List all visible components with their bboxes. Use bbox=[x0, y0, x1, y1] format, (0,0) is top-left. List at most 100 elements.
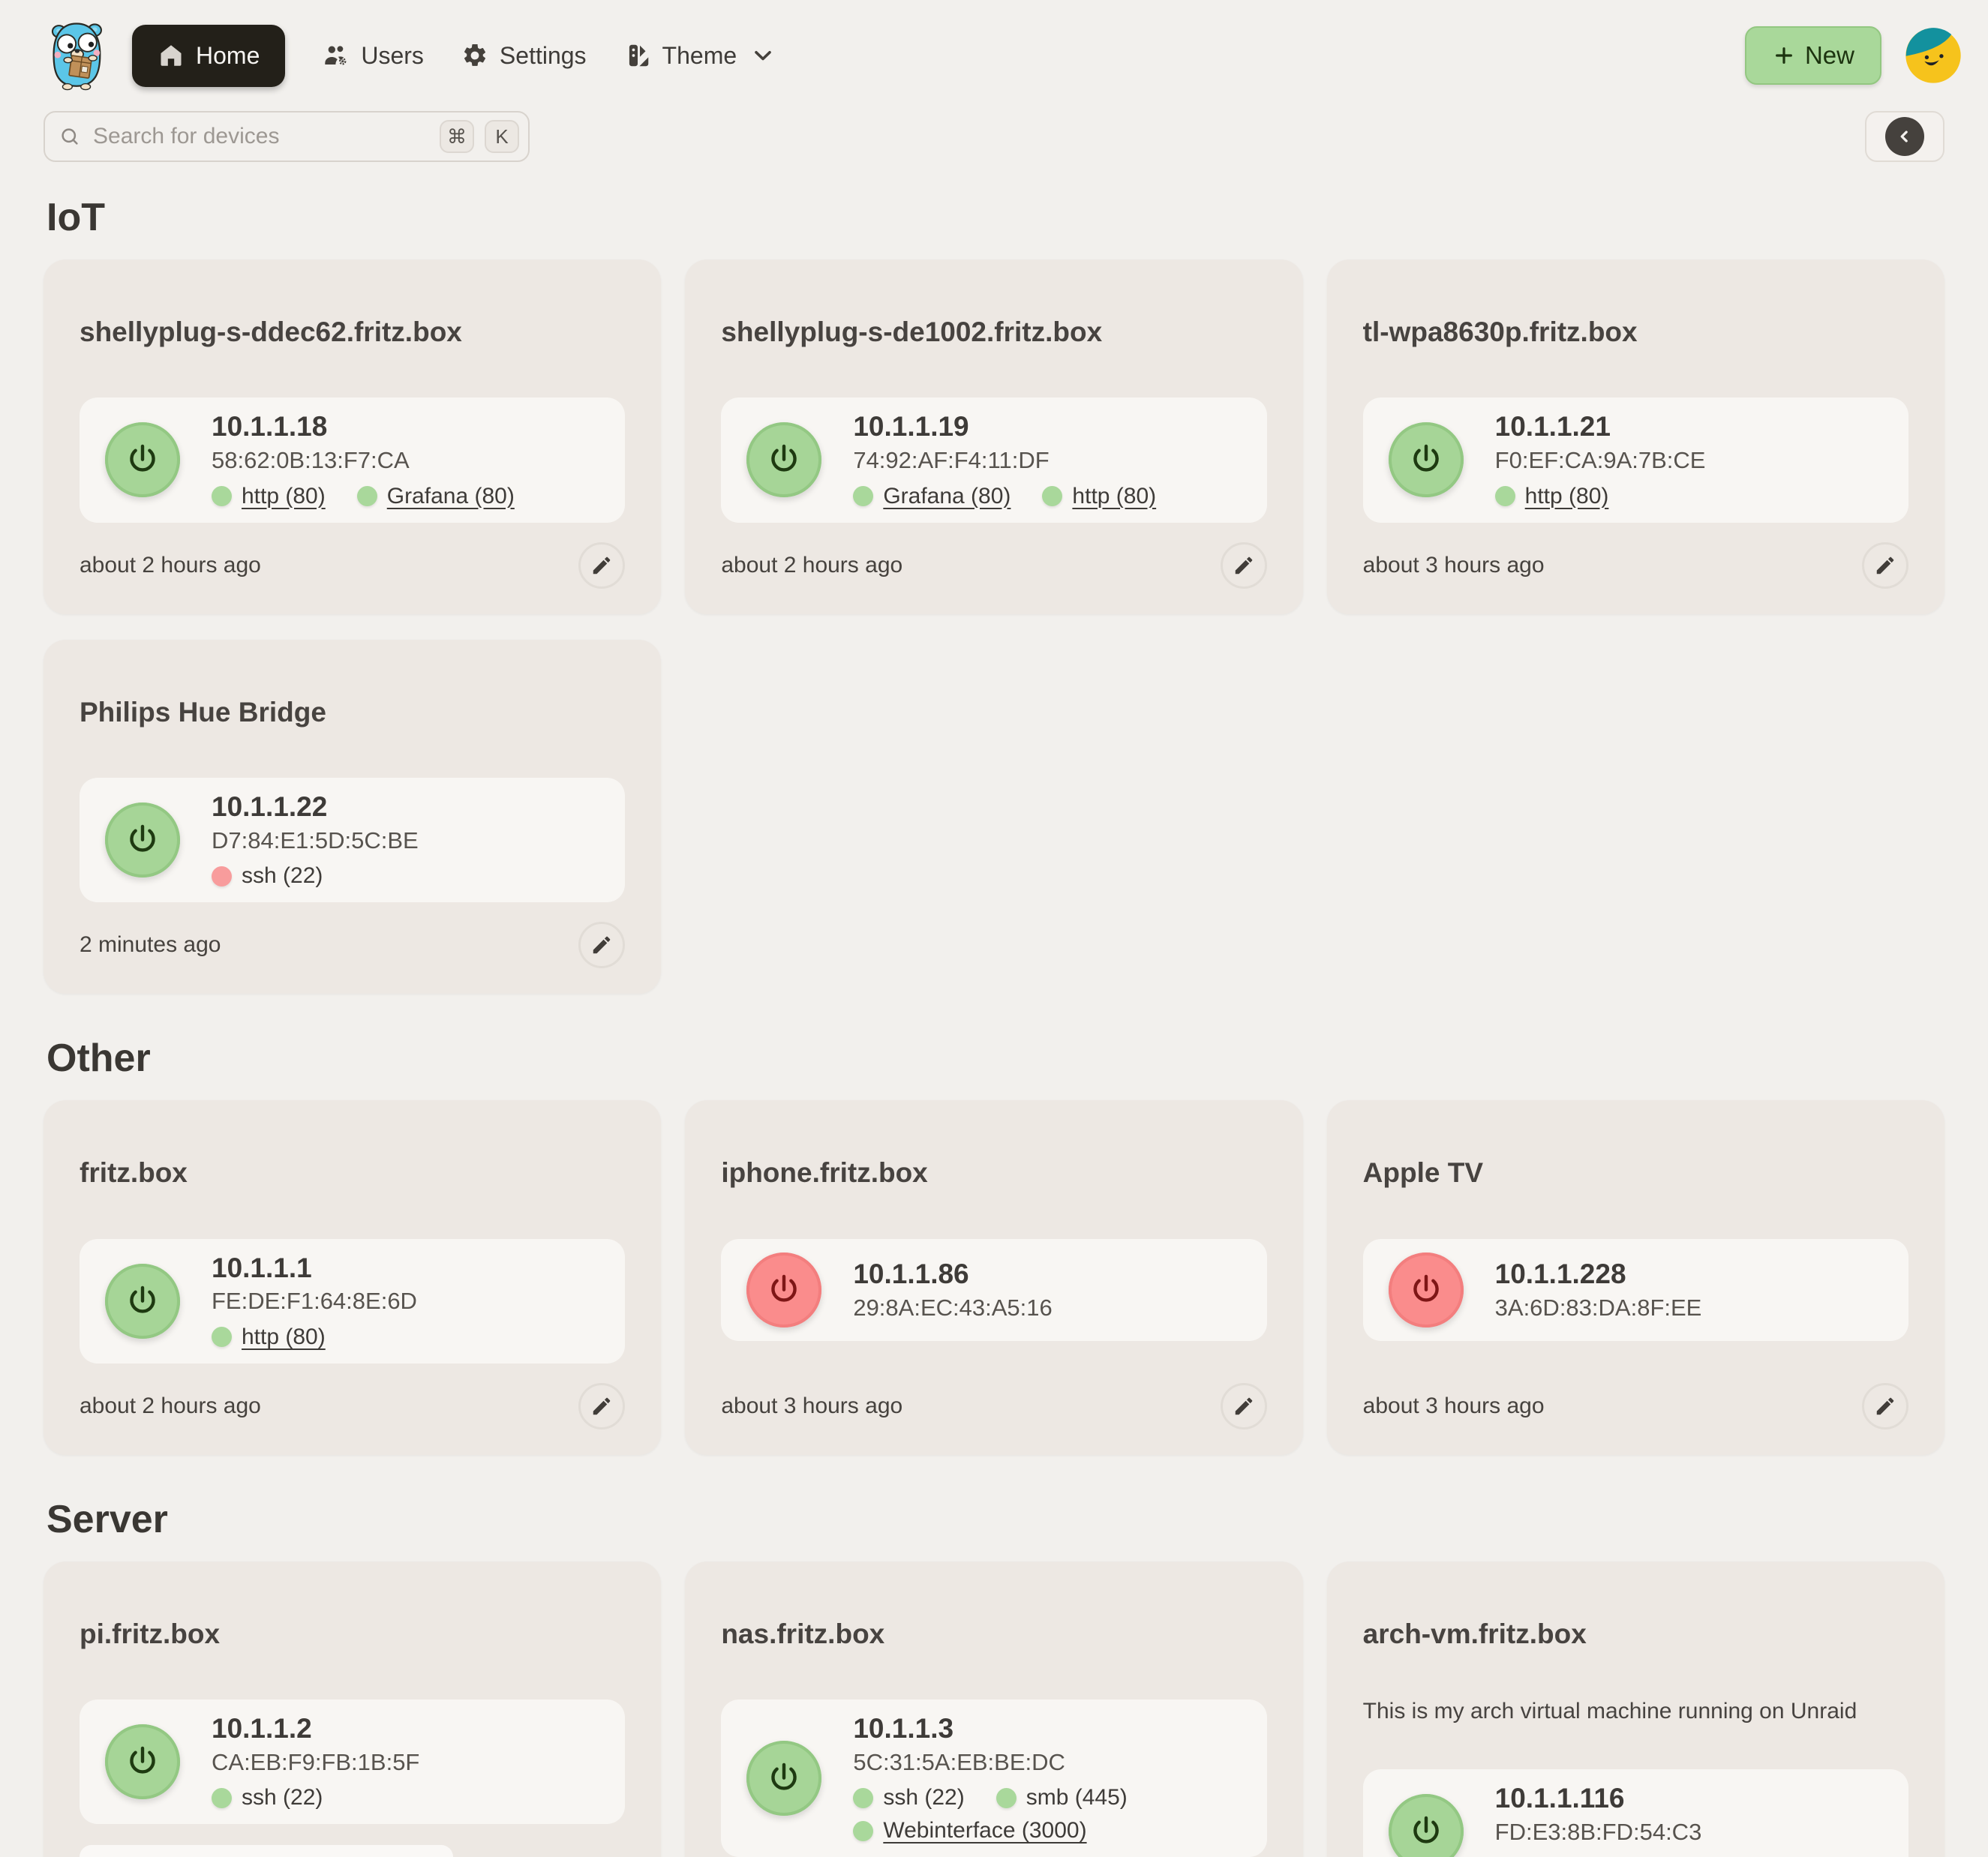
device-card: iphone.fritz.box 10.1.1.86 29:8A:EC:43:A5:… bbox=[685, 1100, 1303, 1455]
card-footer: about 3 hours ago bbox=[1363, 523, 1908, 589]
device-info: 10.1.1.1 FE:DE:F1:64:8E:6D http (80) bbox=[212, 1252, 417, 1350]
device-name: pi.fritz.box bbox=[80, 1618, 221, 1649]
new-button[interactable]: New bbox=[1744, 26, 1881, 85]
port-list: http (80) bbox=[1494, 484, 1706, 509]
new-button-label: New bbox=[1804, 41, 1854, 69]
search-input[interactable] bbox=[92, 123, 429, 150]
device-card: fritz.box 10.1.1.1 FE:DE:F1:64:8E:6D http (… bbox=[44, 1100, 662, 1455]
port-list: http (80) Grafana (80) bbox=[212, 484, 515, 509]
sidebar-collapse-button[interactable] bbox=[1865, 111, 1944, 162]
port-list: Grafana (80) http (80) bbox=[853, 484, 1156, 509]
port-list: http (80) bbox=[212, 1324, 417, 1350]
search-row: ⌘ K bbox=[0, 100, 1988, 162]
port-list: ssh (22) smb (445) Webinterface (3000) bbox=[853, 1785, 1241, 1844]
port-label: Webinterface (3000) bbox=[883, 1818, 1087, 1844]
card-actions bbox=[578, 922, 626, 969]
power-button[interactable] bbox=[746, 422, 822, 498]
device-panel: 10.1.1.1 FE:DE:F1:64:8E:6D http (80) bbox=[80, 1238, 626, 1364]
port-link[interactable]: http (80) bbox=[212, 484, 326, 509]
power-button[interactable] bbox=[746, 1252, 822, 1328]
device-name: nas.fritz.box bbox=[721, 1618, 885, 1649]
edit-button[interactable] bbox=[1220, 1382, 1267, 1430]
power-button[interactable] bbox=[105, 1724, 180, 1800]
section-iot: IoT shellyplug-s-ddec62.fritz.box 10.1.1.1… bbox=[44, 195, 1944, 994]
password-badge: Password bbox=[80, 1845, 453, 1857]
edit-button[interactable] bbox=[1220, 542, 1267, 589]
device-panel: 10.1.1.21 F0:EF:CA:9A:7B:CE http (80) bbox=[1362, 398, 1908, 523]
header-right: New bbox=[1744, 26, 1962, 85]
edit-button[interactable] bbox=[578, 922, 626, 969]
device-card: pi.fritz.box 10.1.1.2 CA:EB:F9:FB:1B:5F ssh… bbox=[44, 1561, 662, 1857]
device-card: Apple TV 10.1.1.228 3A:6D:83:DA:8F:EE about… bbox=[1326, 1100, 1944, 1455]
last-seen: about 2 hours ago bbox=[80, 552, 261, 578]
device-mac: 58:62:0B:13:F7:CA bbox=[212, 446, 410, 473]
device-info: 10.1.1.18 58:62:0B:13:F7:CA http (80) Grafa… bbox=[212, 411, 515, 508]
port-status: ssh (22) bbox=[212, 1785, 323, 1810]
last-seen: about 2 hours ago bbox=[80, 1393, 261, 1418]
port-label: http (80) bbox=[242, 483, 326, 508]
device-name: Philips Hue Bridge bbox=[80, 696, 326, 728]
power-button[interactable] bbox=[746, 1741, 822, 1816]
section-server: Server pi.fritz.box 10.1.1.2 CA:EB:F9:FB:1B… bbox=[44, 1497, 1944, 1857]
edit-button[interactable] bbox=[1861, 1382, 1908, 1430]
port-link[interactable]: http (80) bbox=[1494, 484, 1608, 509]
port-status-dot bbox=[853, 1787, 874, 1808]
section-title: IoT bbox=[47, 196, 105, 239]
port-label: smb (445) bbox=[1026, 1785, 1128, 1810]
power-button[interactable] bbox=[1388, 1252, 1464, 1328]
device-info: 10.1.1.21 F0:EF:CA:9A:7B:CE http (80) bbox=[1494, 411, 1706, 509]
port-status-dot bbox=[1042, 486, 1063, 507]
device-ip: 10.1.1.19 bbox=[853, 411, 969, 442]
card-actions bbox=[578, 1382, 626, 1430]
edit-button[interactable] bbox=[578, 1382, 626, 1430]
avatar[interactable] bbox=[1904, 26, 1962, 85]
port-link[interactable]: http (80) bbox=[1042, 484, 1156, 509]
nav-item-settings[interactable]: Settings bbox=[461, 42, 587, 70]
device-mac: F0:EF:CA:9A:7B:CE bbox=[1494, 446, 1706, 473]
port-list: ssh (22) bbox=[212, 1785, 419, 1810]
device-ip: 10.1.1.86 bbox=[853, 1258, 969, 1289]
power-button[interactable] bbox=[1388, 422, 1464, 498]
device-grid: fritz.box 10.1.1.1 FE:DE:F1:64:8E:6D http (… bbox=[44, 1100, 1944, 1455]
device-panel: 10.1.1.2 CA:EB:F9:FB:1B:5F ssh (22) bbox=[80, 1700, 626, 1825]
device-mac: CA:EB:F9:FB:1B:5F bbox=[212, 1748, 420, 1775]
port-link[interactable]: Grafana (80) bbox=[853, 484, 1011, 509]
edit-button[interactable] bbox=[1861, 542, 1908, 589]
device-panel: 10.1.1.228 3A:6D:83:DA:8F:EE bbox=[1362, 1238, 1908, 1341]
device-panel: 10.1.1.86 29:8A:EC:43:A5:16 bbox=[721, 1238, 1267, 1341]
section-title: Other bbox=[47, 1036, 151, 1081]
device-ip: 10.1.1.21 bbox=[1494, 411, 1611, 442]
port-link[interactable]: Webinterface (3000) bbox=[853, 1818, 1087, 1844]
nav-item-label: Home bbox=[196, 41, 260, 69]
search-icon bbox=[59, 125, 81, 148]
nav-item-theme[interactable]: Theme bbox=[624, 42, 777, 70]
port-label: ssh (22) bbox=[883, 1785, 965, 1810]
power-button[interactable] bbox=[105, 802, 180, 878]
device-card: arch-vm.fritz.box This is my arch virtual… bbox=[1326, 1561, 1944, 1857]
port-link[interactable]: http (80) bbox=[212, 1324, 326, 1350]
device-sections: IoT shellyplug-s-ddec62.fritz.box 10.1.1.1… bbox=[0, 195, 1988, 1857]
port-link[interactable]: Grafana (80) bbox=[356, 484, 515, 509]
card-actions bbox=[1220, 1382, 1267, 1430]
section-title: Server bbox=[47, 1497, 168, 1541]
device-info: 10.1.1.116 FD:E3:8B:FD:54:C3 ssh (22) bbox=[1495, 1783, 1702, 1857]
power-button[interactable] bbox=[1388, 1794, 1464, 1857]
power-button[interactable] bbox=[105, 1263, 180, 1339]
card-footer: about 2 hours ago bbox=[80, 523, 626, 589]
device-mac: FD:E3:8B:FD:54:C3 bbox=[1494, 1818, 1702, 1845]
port-label: ssh (22) bbox=[242, 863, 323, 889]
nav-item-users[interactable]: Users bbox=[323, 42, 424, 70]
device-info: 10.1.1.228 3A:6D:83:DA:8F:EE bbox=[1495, 1258, 1702, 1321]
device-name: Apple TV bbox=[1362, 1157, 1483, 1189]
port-status: ssh (22) bbox=[853, 1785, 965, 1810]
device-card: nas.fritz.box 10.1.1.3 5C:31:5A:EB:BE:DC ss… bbox=[685, 1561, 1303, 1857]
home-icon bbox=[158, 42, 185, 69]
device-card: tl-wpa8630p.fritz.box 10.1.1.21 F0:EF:CA:9… bbox=[1326, 260, 1944, 614]
power-button[interactable] bbox=[105, 422, 180, 498]
nav-item-home[interactable]: Home bbox=[132, 24, 286, 87]
edit-button[interactable] bbox=[578, 542, 626, 589]
card-footer: about 3 hours ago bbox=[1363, 1364, 1908, 1430]
gopher-logo bbox=[51, 22, 102, 91]
card-footer: about 3 hours ago bbox=[721, 1364, 1267, 1430]
device-ip: 10.1.1.2 bbox=[212, 1713, 312, 1744]
